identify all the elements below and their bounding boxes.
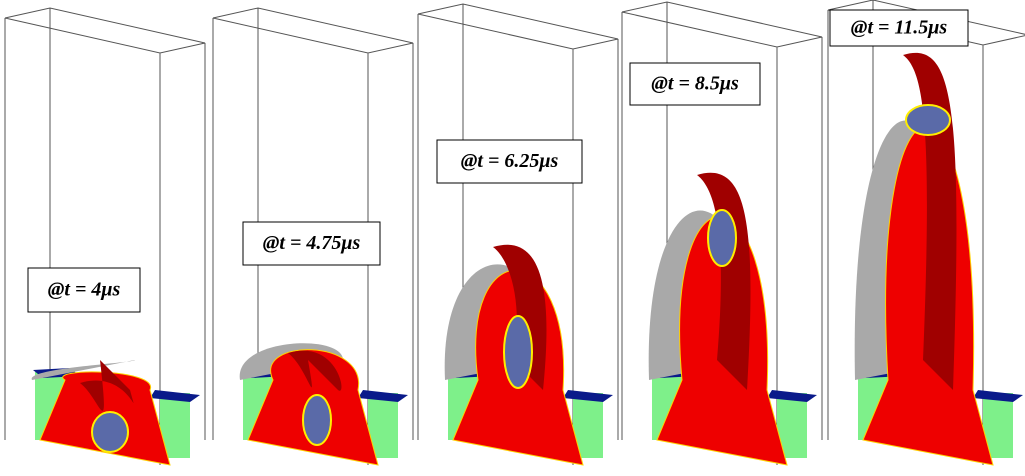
panel: @t = 4.75μs xyxy=(213,2,413,472)
time-label: @t = 11.5μs xyxy=(851,17,948,39)
panel: @t = 11.5μs xyxy=(828,0,1025,472)
panel: @t = 4μs xyxy=(5,2,205,472)
panel: @t = 6.25μs xyxy=(418,2,618,472)
time-label: @t = 4μs xyxy=(48,279,121,301)
time-label: @t = 4.75μs xyxy=(263,232,361,254)
particle xyxy=(504,316,532,388)
panel: @t = 8.5μs xyxy=(622,2,822,472)
particle xyxy=(708,210,736,266)
particle xyxy=(303,395,331,445)
particle xyxy=(92,412,128,452)
time-label: @t = 8.5μs xyxy=(651,73,739,95)
time-label: @t = 6.25μs xyxy=(461,150,559,172)
particle xyxy=(906,105,950,135)
figure: @t = 4μs @t = 4.75μs @t = 6.25μs @t = 8.5μs… xyxy=(0,0,1025,476)
